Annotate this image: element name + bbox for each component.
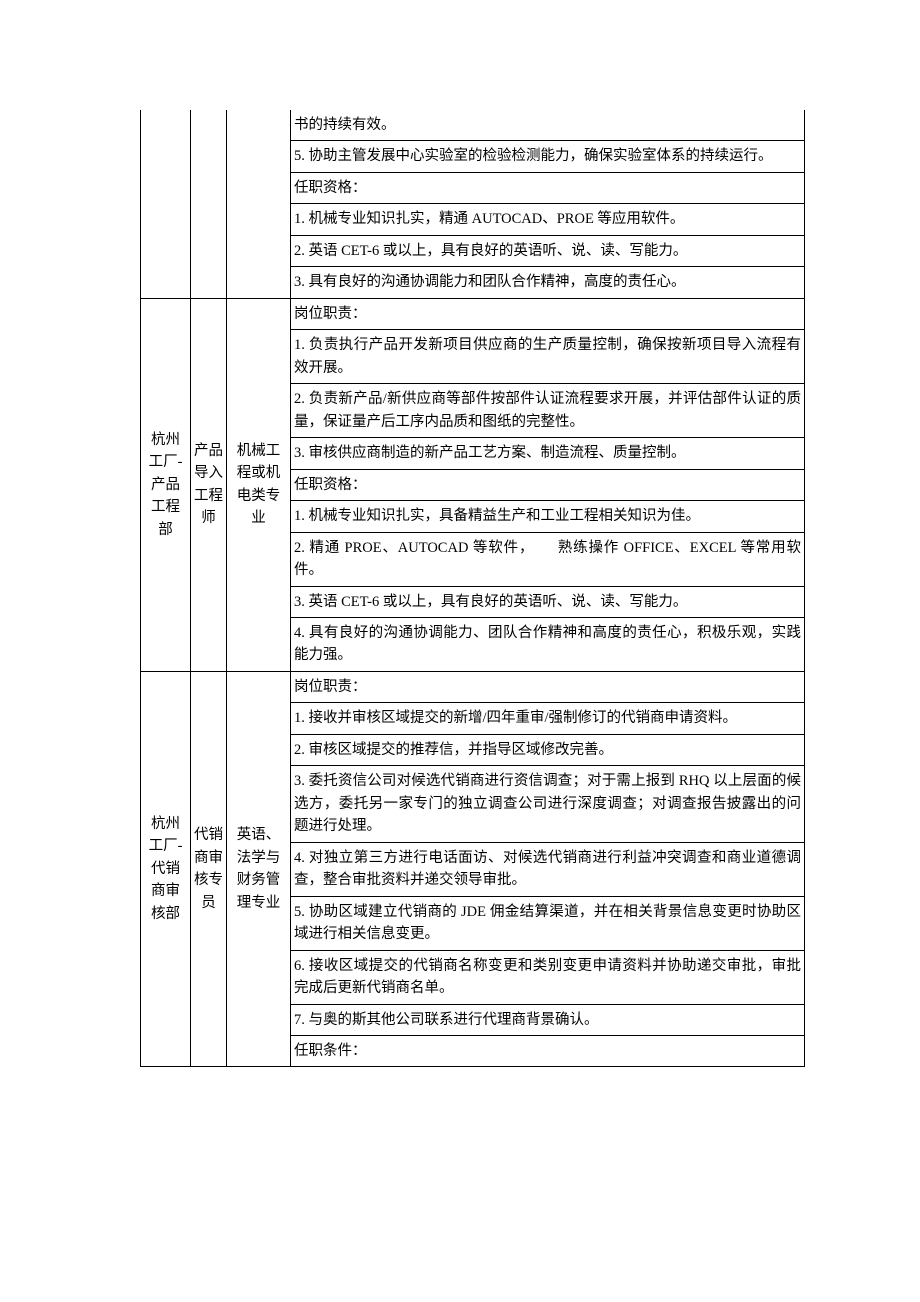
description-cell: 1. 机械专业知识扎实，精通 AUTOCAD、PROE 等应用软件。 <box>291 204 805 235</box>
description-cell: 3. 委托资信公司对候选代销商进行资信调查；对于需上报到 RHQ 以上层面的候选… <box>291 766 805 842</box>
description-cell: 任职资格： <box>291 469 805 500</box>
description-cell: 2. 英语 CET-6 或以上，具有良好的英语听、说、读、写能力。 <box>291 235 805 266</box>
description-cell: 7. 与奥的斯其他公司联系进行代理商背景确认。 <box>291 1004 805 1035</box>
description-cell: 4. 具有良好的沟通协调能力、团队合作精神和高度的责任心，积极乐观，实践能力强。 <box>291 617 805 671</box>
description-cell: 3. 审核供应商制造的新产品工艺方案、制造流程、质量控制。 <box>291 438 805 469</box>
description-cell: 2. 精通 PROE、AUTOCAD 等软件， 熟练操作 OFFICE、EXCE… <box>291 532 805 586</box>
description-cell: 任职资格： <box>291 172 805 203</box>
page-container: 书的持续有效。5. 协助主管发展中心实验室的检验检测能力，确保实验室体系的持续运… <box>0 0 920 1147</box>
description-cell: 岗位职责： <box>291 671 805 702</box>
dept-cell <box>141 110 191 298</box>
description-cell: 书的持续有效。 <box>291 110 805 141</box>
description-cell: 2. 负责新产品/新供应商等部件按部件认证流程要求开展，并评估部件认证的质量，保… <box>291 384 805 438</box>
description-cell: 1. 机械专业知识扎实，具备精益生产和工业工程相关知识为佳。 <box>291 501 805 532</box>
position-cell: 代销商审核专员 <box>191 671 227 1067</box>
dept-cell: 杭州工厂-产品工程部 <box>141 298 191 671</box>
description-cell: 1. 负责执行产品开发新项目供应商的生产质量控制，确保按新项目导入流程有效开展。 <box>291 330 805 384</box>
dept-cell: 杭州工厂-代销商审核部 <box>141 671 191 1067</box>
description-cell: 任职条件： <box>291 1036 805 1067</box>
table-row: 杭州工厂-产品工程部产品导入工程师机械工程或机电类专业岗位职责： <box>141 298 805 329</box>
description-cell: 5. 协助区域建立代销商的 JDE 佣金结算渠道，并在相关背景信息变更时协助区域… <box>291 896 805 950</box>
description-cell: 3. 英语 CET-6 或以上，具有良好的英语听、说、读、写能力。 <box>291 586 805 617</box>
description-cell: 6. 接收区域提交的代销商名称变更和类别变更申请资料并协助递交审批，审批完成后更… <box>291 950 805 1004</box>
description-cell: 2. 审核区域提交的推荐信，并指导区域修改完善。 <box>291 734 805 765</box>
table-row: 书的持续有效。 <box>141 110 805 141</box>
description-cell: 4. 对独立第三方进行电话面访、对候选代销商进行利益冲突调查和商业道德调查，整合… <box>291 842 805 896</box>
major-cell: 机械工程或机电类专业 <box>227 298 291 671</box>
major-cell <box>227 110 291 298</box>
table-row: 杭州工厂-代销商审核部代销商审核专员英语、法学与财务管理专业岗位职责： <box>141 671 805 702</box>
job-table: 书的持续有效。5. 协助主管发展中心实验室的检验检测能力，确保实验室体系的持续运… <box>140 110 805 1067</box>
description-cell: 3. 具有良好的沟通协调能力和团队合作精神，高度的责任心。 <box>291 267 805 298</box>
position-cell <box>191 110 227 298</box>
description-cell: 岗位职责： <box>291 298 805 329</box>
major-cell: 英语、法学与财务管理专业 <box>227 671 291 1067</box>
description-cell: 5. 协助主管发展中心实验室的检验检测能力，确保实验室体系的持续运行。 <box>291 141 805 172</box>
description-cell: 1. 接收并审核区域提交的新增/四年重审/强制修订的代销商申请资料。 <box>291 703 805 734</box>
position-cell: 产品导入工程师 <box>191 298 227 671</box>
